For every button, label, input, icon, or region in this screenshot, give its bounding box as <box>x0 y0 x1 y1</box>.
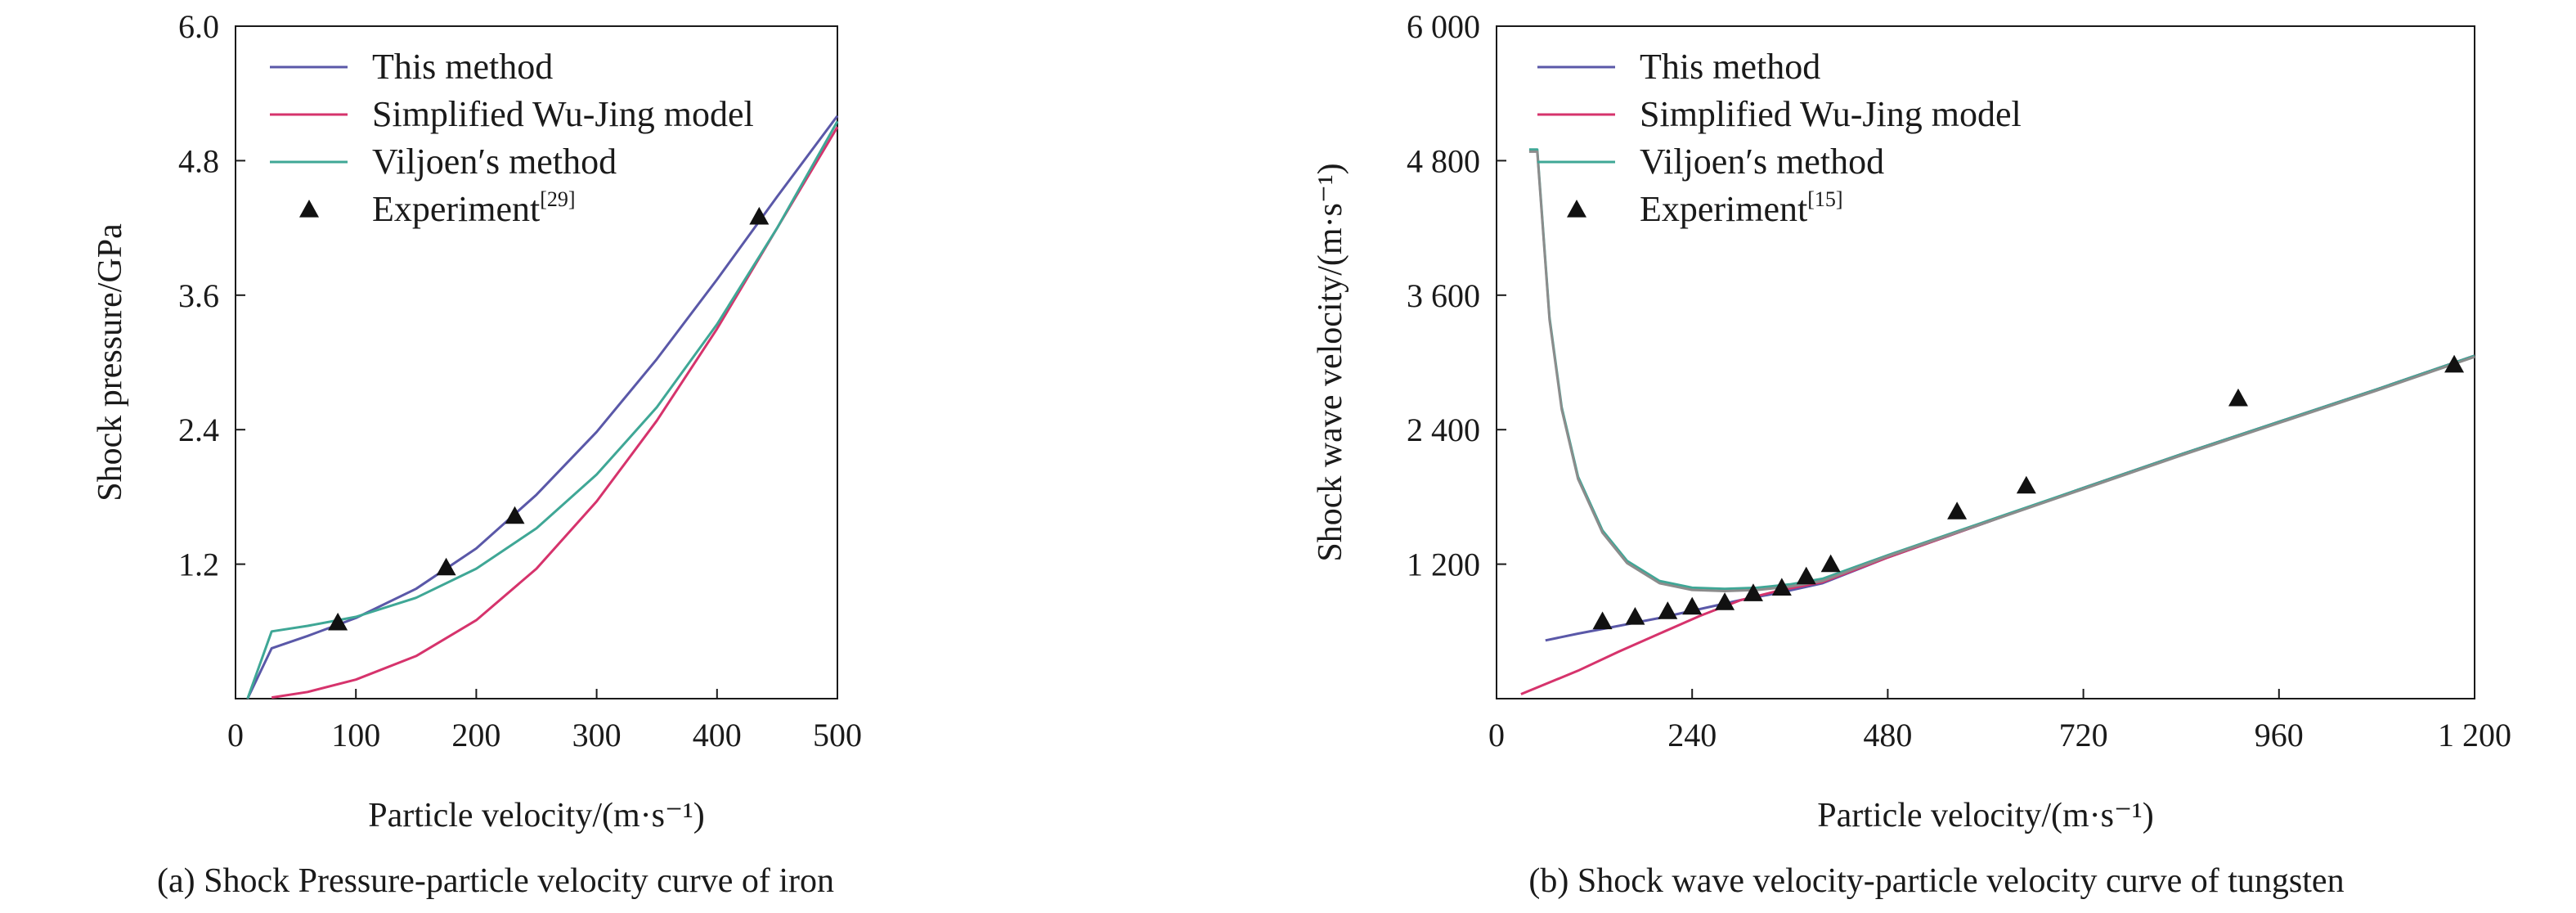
ticks-a: 0 100 200 300 400 500 1.2 2.4 3.6 4.8 6.0 <box>178 8 862 753</box>
panel-a: Shock pressure/GPa Particle velocity/(m·… <box>92 8 862 900</box>
plot-frame-a <box>235 25 838 699</box>
series-line <box>271 126 839 699</box>
experiment-marker <box>749 206 770 225</box>
legend-entry: This method <box>1640 47 1820 87</box>
x-tick-label: 0 <box>227 717 244 753</box>
experiment-marker <box>1820 554 1841 573</box>
x-axis-label-b: Particle velocity/(m·s⁻¹) <box>1817 797 2153 834</box>
y-tick-label: 3.6 <box>178 277 219 314</box>
x-tick-label: 480 <box>1863 717 1912 753</box>
x-tick-label: 100 <box>331 717 380 753</box>
experiment-points-b <box>1592 354 2465 630</box>
series-line <box>1528 150 2475 592</box>
legend-experiment-marker <box>299 200 319 218</box>
experiment-marker <box>1658 601 1678 619</box>
y-tick-label: 1 200 <box>1407 546 1480 583</box>
x-tick-label: 300 <box>572 717 622 753</box>
caption-a: (a) Shock Pressure-particle velocity cur… <box>157 862 834 900</box>
y-tick-label: 2.4 <box>178 412 219 448</box>
experiment-marker <box>328 612 348 631</box>
experiment-marker <box>1743 583 1763 601</box>
series-b <box>1520 148 2475 695</box>
series-line <box>246 120 839 699</box>
x-tick-label: 240 <box>1667 717 1717 753</box>
experiment-marker <box>2016 475 2036 494</box>
legend-entry: Viljoen′s method <box>372 142 617 182</box>
legend-reference: [15] <box>1807 187 1842 211</box>
ticks-b: 0 240 480 720 960 1 200 1 200 2 400 3 600 4 800 6 … <box>1407 8 2511 753</box>
panel-b: Shock wave velocity/(m·s⁻¹) Particle vel… <box>1312 8 2511 900</box>
plot-frame-b <box>1496 25 2475 699</box>
x-tick-label: 1 200 <box>2438 717 2511 753</box>
y-tick-label: 6 000 <box>1407 8 1480 45</box>
experiment-marker <box>1771 578 1792 596</box>
experiment-marker <box>505 506 525 524</box>
experiment-marker <box>2228 388 2248 407</box>
series-line <box>1545 354 2475 642</box>
y-tick-label: 3 600 <box>1407 277 1480 314</box>
caption-b: (b) Shock wave velocity-particle velocit… <box>1528 862 2344 900</box>
x-tick-label: 960 <box>2255 717 2304 753</box>
y-axis-label-b: Shock wave velocity/(m·s⁻¹) <box>1312 163 1349 561</box>
experiment-points-a <box>328 206 770 631</box>
legend-entry: Viljoen′s method <box>1640 142 1884 182</box>
x-tick-label: 500 <box>813 717 862 753</box>
x-tick-label: 720 <box>2059 717 2108 753</box>
legend-entry: This method <box>372 47 553 87</box>
y-tick-label: 1.2 <box>178 546 219 583</box>
legend-entry-experiment: Experiment[29] <box>372 187 576 229</box>
legend-entry-experiment: Experiment[15] <box>1640 187 1843 229</box>
legend-b: This method Simplified Wu-Jing model Viljo… <box>1537 47 2022 229</box>
experiment-marker <box>1796 566 1816 585</box>
x-tick-label: 0 <box>1488 717 1505 753</box>
experiment-marker <box>1592 611 1613 630</box>
experiment-marker <box>1682 596 1703 615</box>
legend-entry: Simplified Wu-Jing model <box>372 94 754 134</box>
y-tick-label: 6.0 <box>178 8 219 45</box>
experiment-marker <box>1947 501 1968 519</box>
y-tick-label: 4.8 <box>178 142 219 179</box>
legend-entry: Simplified Wu-Jing model <box>1640 94 2022 134</box>
experiment-marker <box>436 557 456 576</box>
y-tick-label: 2 400 <box>1407 412 1480 448</box>
x-axis-label-a: Particle velocity/(m·s⁻¹) <box>368 797 704 834</box>
x-tick-label: 200 <box>451 717 500 753</box>
y-axis-label-a: Shock pressure/GPa <box>92 223 129 501</box>
x-tick-label: 400 <box>693 717 742 753</box>
y-tick-label: 4 800 <box>1407 142 1480 179</box>
legend-reference: [29] <box>540 187 575 211</box>
experiment-marker <box>2444 354 2465 373</box>
experiment-marker <box>1625 606 1645 625</box>
legend-a: This method Simplified Wu-Jing model Viljo… <box>270 47 754 229</box>
legend-experiment-marker <box>1567 200 1586 218</box>
experiment-marker <box>1715 592 1735 610</box>
